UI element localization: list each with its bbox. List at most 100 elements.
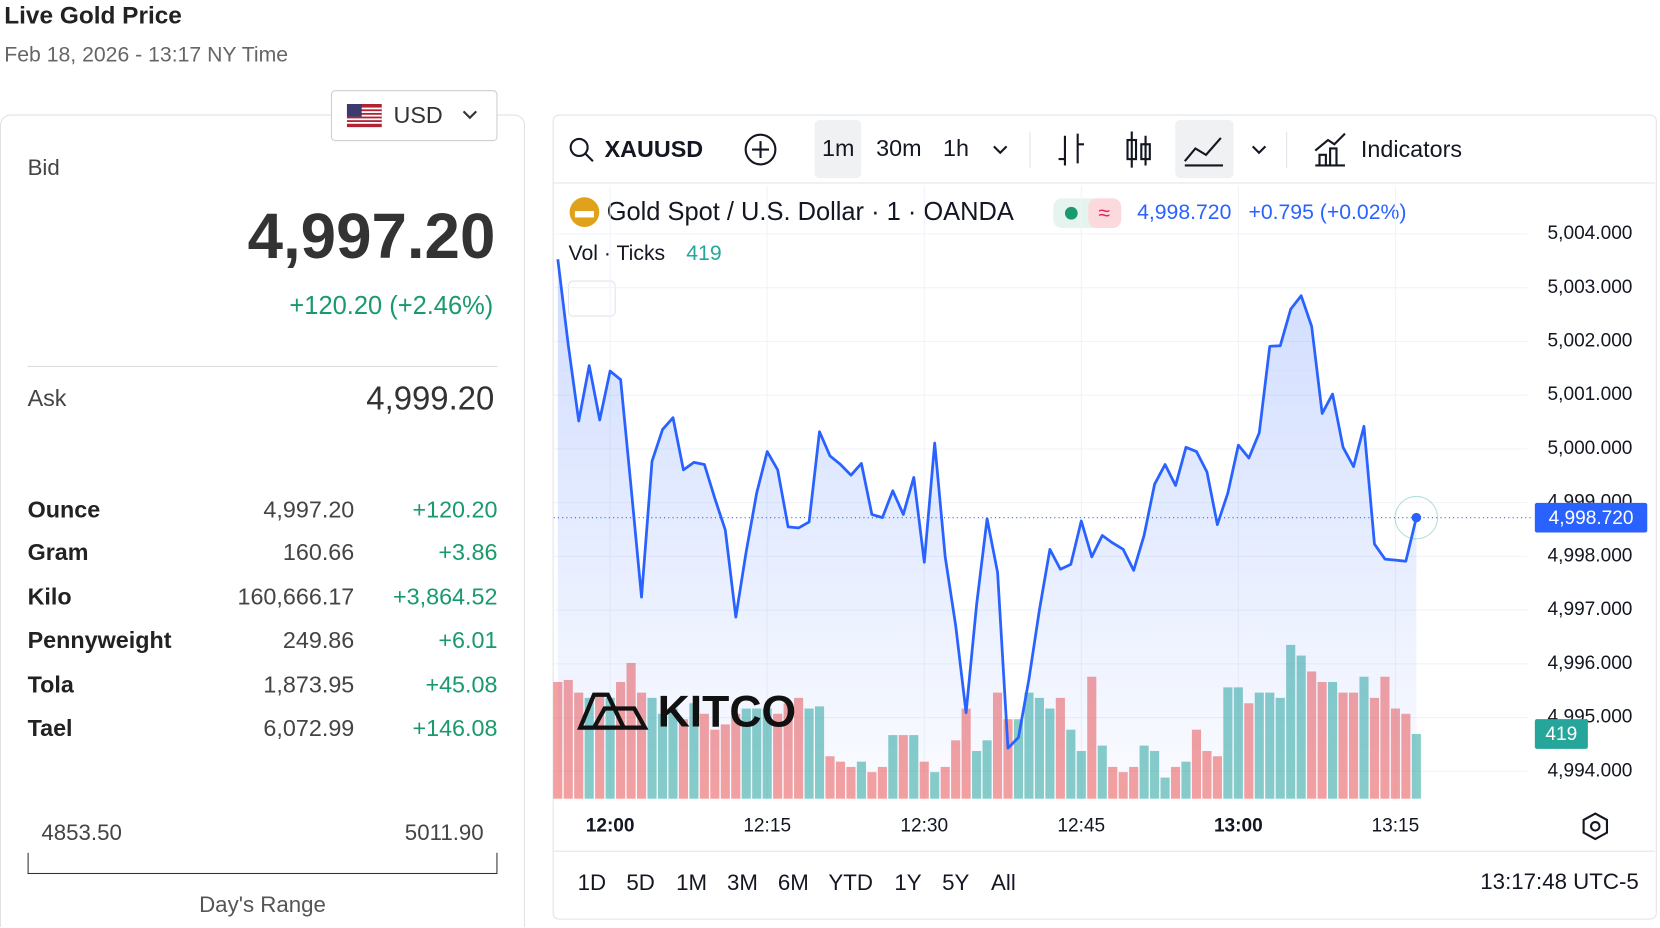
settings-icon[interactable] (1582, 812, 1609, 841)
page-title: Live Gold Price (4, 1, 182, 29)
legend-change: +0.795 (+0.02%) (1248, 201, 1406, 224)
ask-label: Ask (27, 385, 67, 412)
y-tick-label: 5,002.000 (1548, 330, 1633, 351)
unit-change: +6.01 (438, 626, 498, 654)
plus (752, 141, 770, 159)
search-icon[interactable] (569, 137, 589, 157)
market-open-dot (1064, 206, 1078, 220)
chevron-icon[interactable] (1251, 145, 1267, 155)
x-tick-label: 12:15 (743, 815, 791, 836)
timestamp: Feb 18, 2026 - 13:17 NY Time (4, 43, 289, 67)
y-tick-label: 5,001.000 (1548, 384, 1633, 405)
area-icon[interactable] (1183, 137, 1223, 167)
interval-button[interactable]: 1m (822, 134, 855, 162)
footer-divider (553, 850, 1655, 852)
bid-change: +120.20 (+2.46%) (289, 291, 494, 321)
unit-price: 160.66 (282, 538, 355, 566)
range-button[interactable]: All (991, 870, 1016, 896)
toolbar-divider (553, 182, 1655, 184)
volume-tag-label: 419 (1545, 724, 1577, 745)
add-symbol-icon[interactable] (744, 133, 777, 166)
logo: KITCO (658, 688, 797, 737)
price-tag-label: 4,998.720 (1549, 508, 1634, 529)
volume-label: Vol · Ticks (569, 242, 666, 265)
chart-widget (552, 114, 1657, 920)
volume-bar (553, 681, 563, 799)
unit-change: +45.08 (425, 671, 498, 698)
flag-icon (346, 103, 382, 128)
currency: USD (393, 101, 443, 129)
range-bar (27, 852, 498, 875)
quote-card (0, 114, 526, 928)
range-high: 5011.90 (404, 820, 484, 846)
unit-change: +146.08 (412, 714, 498, 742)
x-tick-label: 12:45 (1057, 815, 1105, 836)
range-button[interactable]: 1Y (894, 870, 922, 896)
indicators-button[interactable]: Indicators (1360, 135, 1463, 163)
symbol[interactable]: XAUUSD (604, 135, 704, 163)
bars-icon[interactable] (1058, 133, 1085, 166)
chevron-icon[interactable] (993, 145, 1008, 155)
legend-title: Gold Spot / U.S. Dollar · 1 · OANDA (607, 198, 1014, 226)
candles-icon[interactable] (1130, 131, 1147, 168)
unit-price: 4,997.20 (263, 496, 355, 523)
unit-name: Tola (27, 671, 74, 698)
legend-last: 4,998.720 (1137, 201, 1231, 224)
unit-price: 249.86 (282, 626, 355, 654)
unit-name: Gram (27, 538, 89, 566)
clock: 13:17:48 UTC-5 (1480, 869, 1639, 895)
range-button[interactable]: 5Y (942, 870, 970, 896)
x-tick-label: 13:15 (1372, 815, 1420, 836)
status-badge (1088, 198, 1122, 229)
indicators-icon[interactable] (1314, 132, 1346, 167)
unit-name: Ounce (27, 496, 101, 523)
range-button[interactable]: 1M (676, 870, 708, 896)
x-tick-label: 12:30 (900, 815, 948, 836)
range-button[interactable]: 5D (626, 870, 655, 896)
bid-label: Bid (27, 155, 60, 181)
last-point (1411, 512, 1422, 523)
y-tick-label: 4,997.000 (1548, 599, 1633, 620)
volume-tag (1534, 719, 1588, 749)
currency-select[interactable]: USD (330, 90, 498, 142)
candle (1126, 138, 1138, 161)
active-style-bg (1175, 119, 1234, 179)
y-tick-label: 4,996.000 (1548, 653, 1633, 674)
y-tick-label: 5,004.000 (1548, 223, 1633, 244)
range-button[interactable]: YTD (828, 870, 873, 896)
y-tick-label: 5,000.000 (1548, 438, 1633, 459)
unit-price: 160,666.17 (237, 583, 355, 610)
x-tick-label: 12:00 (586, 815, 635, 836)
bid-price: 4,997.20 (247, 200, 496, 272)
unit-name: Kilo (27, 583, 72, 610)
gold-bar (574, 211, 594, 218)
range-button[interactable]: 6M (777, 870, 809, 896)
range-label: Day's Range (199, 893, 326, 918)
unit-price: 1,873.95 (263, 671, 355, 698)
range-button[interactable]: 3M (727, 870, 758, 896)
price-line (556, 259, 1418, 750)
y-tick-label: 4,994.000 (1548, 760, 1633, 781)
range-low: 4853.50 (41, 820, 122, 846)
collapse-button[interactable] (568, 280, 616, 317)
delay-icon: ≈ (1098, 202, 1110, 225)
unit-name: Pennyweight (27, 626, 172, 654)
range-button[interactable]: 1D (577, 870, 607, 896)
unit-price: 6,072.99 (263, 714, 355, 742)
ask-price: 4,999.20 (366, 379, 495, 417)
interval-button[interactable]: 1h (942, 134, 969, 162)
interval-button[interactable]: 30m (876, 134, 922, 162)
divider (27, 365, 498, 368)
x-tick-label: 13:00 (1214, 815, 1263, 836)
search-icon (584, 153, 594, 162)
price-tag (1534, 502, 1648, 533)
unit-change: +3,864.52 (393, 583, 498, 610)
y-tick-label: 4,998.000 (1548, 545, 1633, 566)
settings-icon (1589, 820, 1601, 832)
last-point-halo (1394, 495, 1439, 540)
candle (1140, 143, 1151, 161)
logo-mark (577, 692, 649, 730)
unit-change: +3.86 (438, 538, 498, 566)
